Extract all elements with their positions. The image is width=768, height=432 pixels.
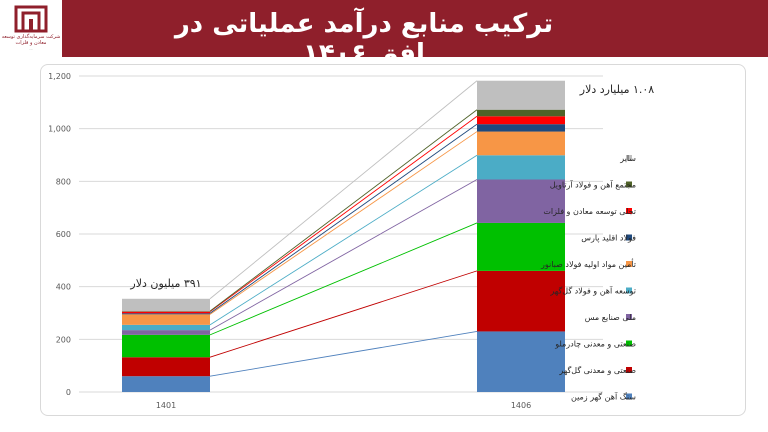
legend-label: توسعه آهن و فولاد گل‌گهر xyxy=(549,286,636,296)
bar-segment xyxy=(122,311,210,312)
bar-segment xyxy=(122,357,210,377)
x-tick-label: 1406 xyxy=(511,401,531,410)
bar-segment xyxy=(122,324,210,331)
connector-line xyxy=(209,123,478,314)
bar-segment xyxy=(122,298,210,312)
bar-segment xyxy=(477,270,565,332)
legend-swatch xyxy=(626,393,632,400)
legend-label: صنعتی و معدنی گل‌گهر xyxy=(558,365,636,375)
legend-swatch xyxy=(626,367,632,373)
y-tick-label: 200 xyxy=(56,335,71,344)
bar-segment xyxy=(122,376,210,392)
y-tick-label: 0 xyxy=(66,388,71,397)
connector-line xyxy=(209,330,478,377)
chart-panel: 0 200 400 600 800 1,000 1,200 1401 1406 ۳۹۱ میلیو… xyxy=(40,64,746,416)
legend-swatch xyxy=(626,314,632,320)
connector-line xyxy=(209,222,478,336)
connector-line xyxy=(209,154,478,326)
legend-label: تجلی توسعه معادن و فلزات xyxy=(543,207,636,216)
connector-line xyxy=(209,179,478,331)
connector-line xyxy=(209,131,478,315)
y-tick-label: 800 xyxy=(56,177,71,186)
stacked-bar-chart: 0 200 400 600 800 1,000 1,200 1401 1406 ۳۹۱ میلیو… xyxy=(48,72,655,410)
legend-swatch xyxy=(626,261,632,267)
bar-segment xyxy=(477,179,565,223)
y-tick-label: 400 xyxy=(56,283,71,292)
page-title: ترکیب منابع درآمد عملیاتی در افق ۱۴۰۶ xyxy=(174,9,554,69)
logo-icon xyxy=(14,5,48,33)
legend-swatch xyxy=(626,340,632,347)
legend-label: سایر xyxy=(619,154,636,163)
logo-company-name: شرکت سرمایه‌گذاری توسعه معادن و فلزات xyxy=(1,34,61,46)
legend-label: فولاد اقلید پارس xyxy=(581,234,636,243)
bar-segment xyxy=(477,116,565,125)
bar-segment xyxy=(477,155,565,180)
bar-segment xyxy=(122,311,210,314)
connector-line xyxy=(209,80,478,300)
legend-swatch xyxy=(626,181,632,188)
legend-swatch xyxy=(626,234,632,241)
connector-line xyxy=(209,270,478,358)
legend-label: مجتمع آهن و فولاد آرتاویل xyxy=(550,180,636,190)
legend-swatch xyxy=(626,287,632,294)
connector-line xyxy=(209,109,478,312)
bar-segment xyxy=(477,131,565,156)
bar-segment xyxy=(477,222,565,271)
header-bar: ترکیب منابع درآمد عملیاتی در افق ۱۴۰۶ xyxy=(0,0,768,69)
legend-label: سنگ آهن گهر زمین xyxy=(571,392,636,402)
legend-label: تأمین مواد اولیه فولاد صبانور xyxy=(540,258,636,269)
company-logo: شرکت سرمایه‌گذاری توسعه معادن و فلزات ..… xyxy=(0,0,62,57)
total-annotation: ۳۹۱ میلیون دلار xyxy=(129,277,201,290)
legend-swatch xyxy=(626,155,632,161)
legend-swatch xyxy=(626,208,632,214)
connector-line xyxy=(209,115,478,313)
bar-segment xyxy=(477,80,565,110)
legend-label: صنعتی و معدنی چادرملو xyxy=(554,340,636,349)
bar-segment xyxy=(122,313,210,315)
y-tick-label: 1,200 xyxy=(48,72,71,81)
bar-segment xyxy=(122,334,210,358)
y-tick-label: 1,000 xyxy=(48,125,71,134)
logo-subtitle: ... xyxy=(29,47,33,51)
legend-label: ملی صنایع مس xyxy=(585,313,636,322)
bar-segment xyxy=(477,124,565,132)
y-tick-label: 600 xyxy=(56,230,71,239)
bar-segment xyxy=(122,330,210,335)
bar-segment xyxy=(122,314,210,325)
bar-segment xyxy=(477,331,565,392)
x-tick-label: 1401 xyxy=(156,401,176,410)
total-annotation: ۱.۰۸ میلیارد دلار xyxy=(579,83,655,96)
bar-segment xyxy=(477,109,565,117)
